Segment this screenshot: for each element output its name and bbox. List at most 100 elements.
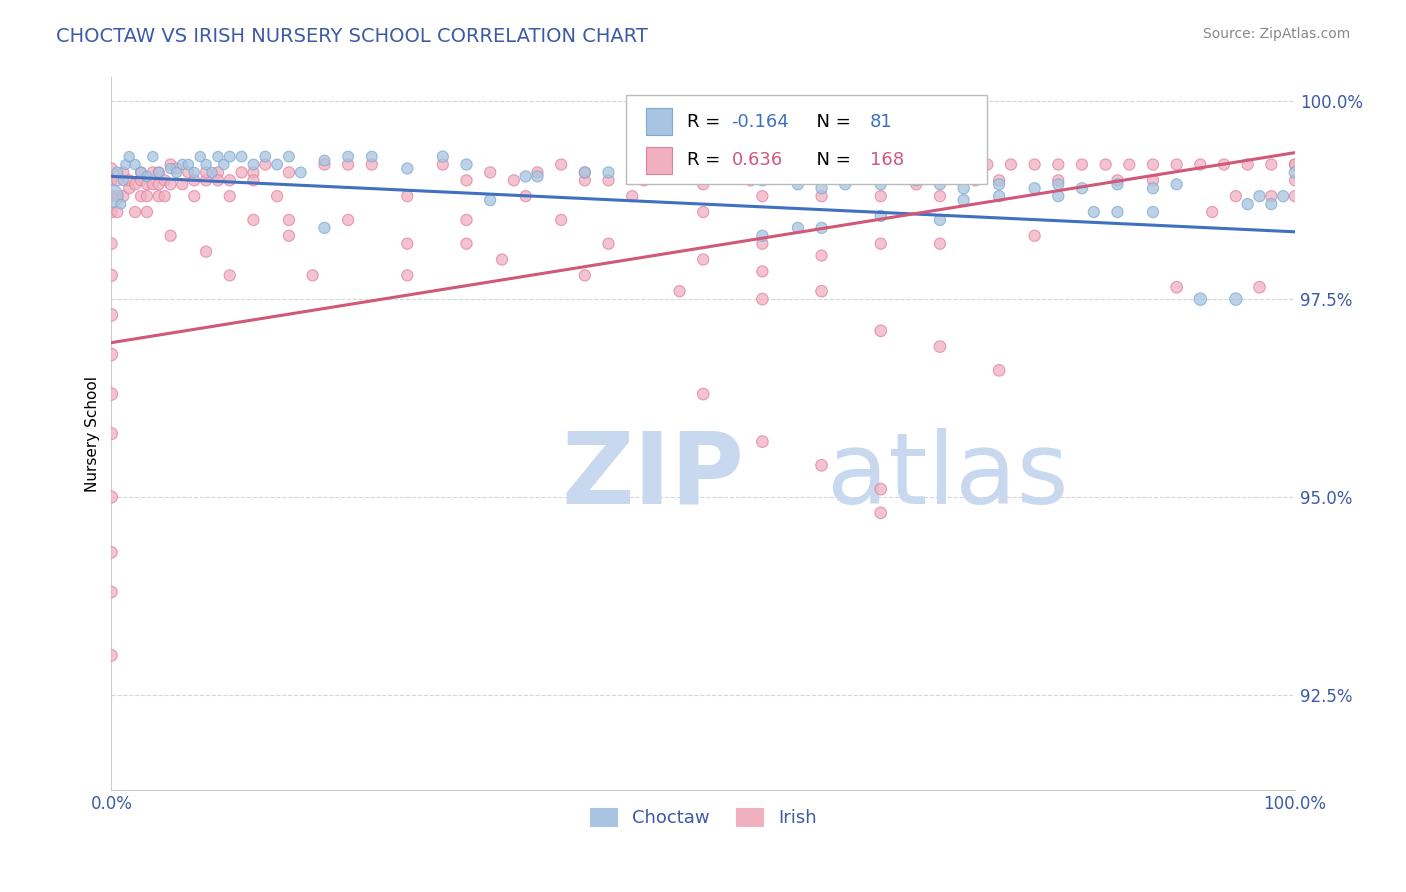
Point [114,157,136,171]
Point [1236,157,1258,171]
Point [142,178,165,192]
Point [751,173,773,187]
Point [118,150,141,164]
Point [105,173,128,187]
Point [100,189,122,203]
Point [360,150,382,164]
Point [148,189,170,203]
Point [254,150,277,164]
Point [1083,205,1105,219]
Point [952,193,974,207]
Point [100,189,122,203]
Point [810,181,832,195]
Point [129,165,152,179]
Point [869,506,891,520]
Point [278,213,301,227]
Point [118,173,141,187]
Point [644,165,666,179]
Point [988,173,1011,187]
Point [166,165,188,179]
Point [1260,157,1282,171]
Legend: Choctaw, Irish: Choctaw, Irish [583,800,824,834]
Text: N =: N = [806,152,856,169]
Point [337,157,360,171]
Point [172,178,194,192]
Point [456,173,478,187]
Text: Source: ZipAtlas.com: Source: ZipAtlas.com [1202,27,1350,41]
Point [869,178,891,192]
Point [550,157,572,171]
Point [166,161,188,176]
Point [988,189,1011,203]
Point [1189,157,1212,171]
Point [278,228,301,243]
Point [751,264,773,278]
Text: N =: N = [806,112,856,131]
Point [1107,178,1129,192]
Point [1201,205,1223,219]
Point [810,220,832,235]
Point [692,178,714,192]
Point [100,387,122,401]
Point [207,165,229,179]
Point [396,268,419,283]
Point [574,268,596,283]
Point [598,173,620,187]
Point [491,252,513,267]
Point [1213,157,1236,171]
Point [195,173,218,187]
Point [515,169,537,184]
Point [929,213,952,227]
Point [1024,228,1046,243]
Text: R =: R = [686,112,725,131]
Point [159,157,181,171]
Point [1024,181,1046,195]
Point [337,150,360,164]
Point [1047,178,1070,192]
Point [153,189,176,203]
Point [692,165,714,179]
Point [905,157,928,171]
Text: 168: 168 [870,152,904,169]
Point [598,236,620,251]
Point [207,150,229,164]
Point [314,153,336,168]
Point [172,157,194,171]
Point [633,165,655,179]
Point [148,165,170,179]
Point [100,268,122,283]
Point [786,220,808,235]
Point [118,181,141,195]
Point [290,165,312,179]
Point [810,189,832,203]
Point [212,157,235,171]
Point [1107,205,1129,219]
FancyBboxPatch shape [647,146,672,174]
Point [976,157,998,171]
Point [183,165,205,179]
Point [751,236,773,251]
Point [1142,181,1164,195]
Point [100,205,122,219]
Point [100,347,122,361]
Point [100,648,122,663]
Point [929,236,952,251]
Point [100,308,122,322]
Point [148,165,170,179]
Point [100,173,122,187]
Point [1142,173,1164,187]
Point [242,165,264,179]
Point [314,220,336,235]
Point [100,236,122,251]
Point [786,157,808,171]
Point [692,205,714,219]
Point [195,165,218,179]
Point [929,189,952,203]
Point [1142,205,1164,219]
Point [218,173,240,187]
Point [218,189,240,203]
Point [740,173,762,187]
Point [1071,157,1094,171]
Point [105,205,128,219]
Point [692,387,714,401]
